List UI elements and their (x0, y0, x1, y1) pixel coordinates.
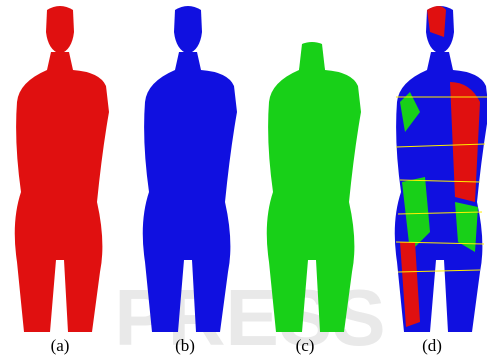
panel-label: (a) (51, 336, 70, 355)
panel-label: (d) (422, 336, 442, 355)
model-a (15, 6, 109, 332)
model-d (395, 6, 487, 332)
panel-label: (b) (175, 336, 195, 355)
figure: PRESS (a) (b) (c) (d) (0, 0, 487, 359)
panel-label: (c) (296, 336, 315, 355)
